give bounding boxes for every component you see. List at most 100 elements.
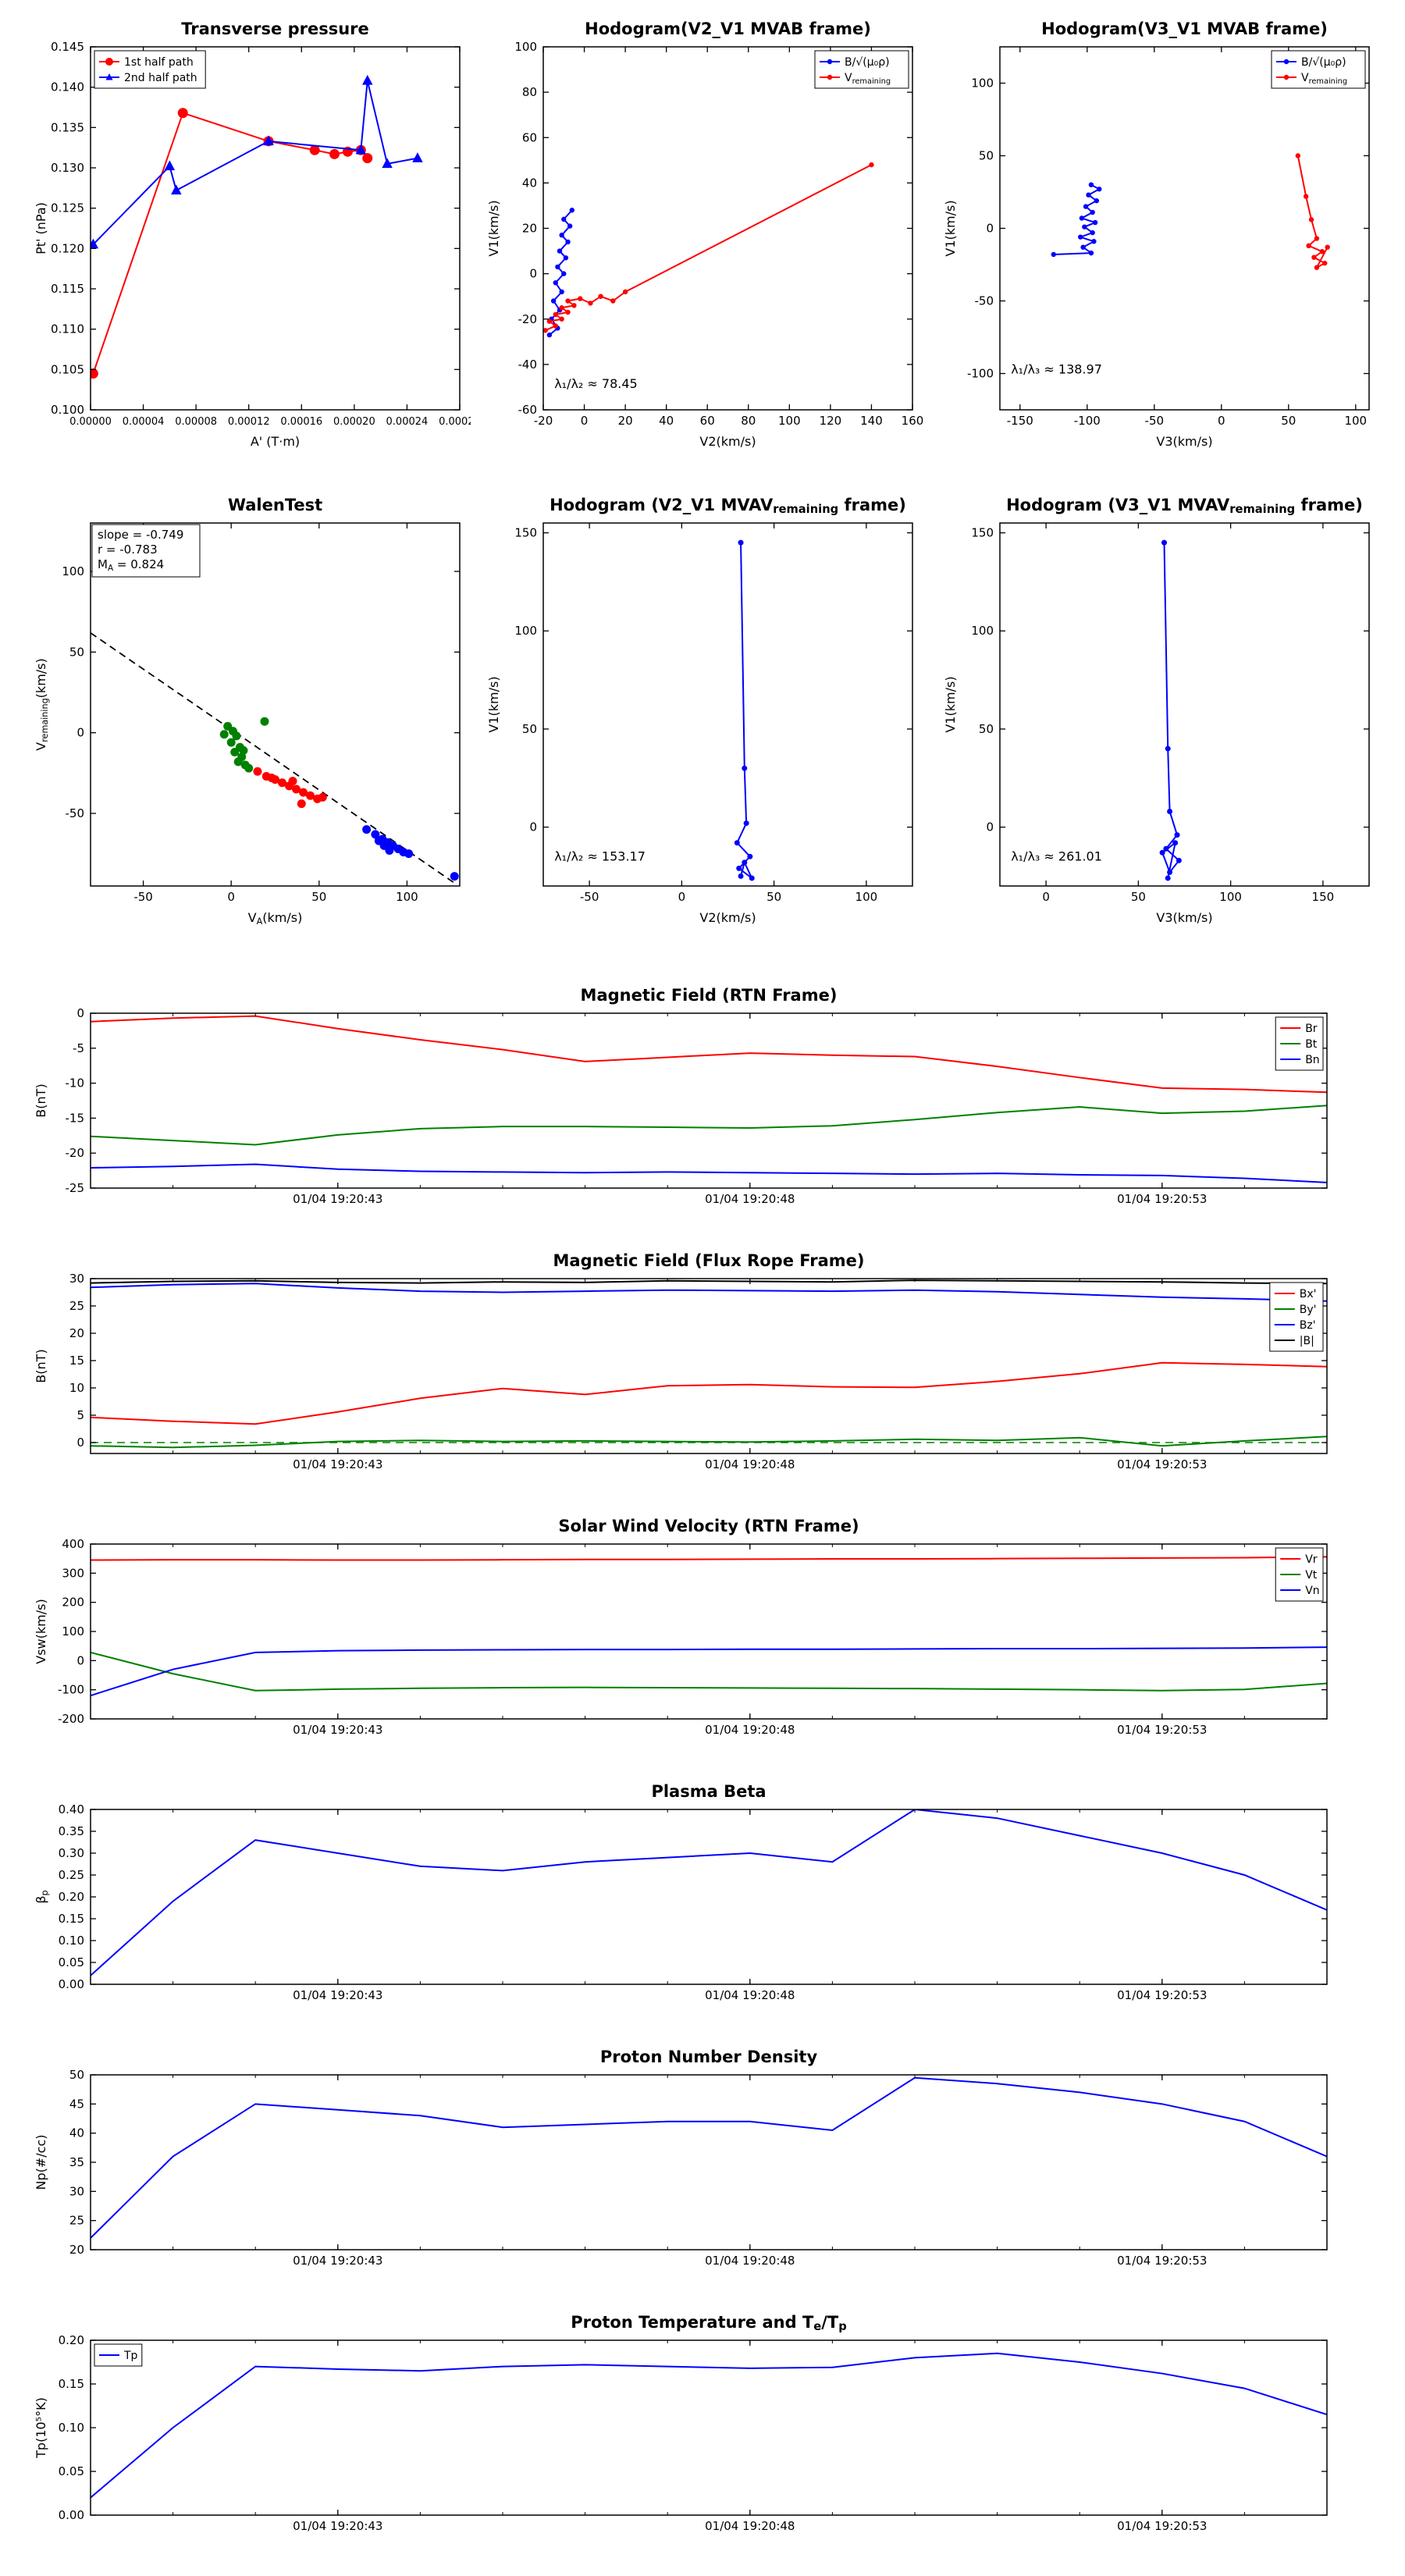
marker: [736, 865, 742, 871]
y-tick-label: 15: [69, 1354, 84, 1368]
y-tick-label: 30: [69, 2184, 84, 2198]
x-tick-label: 100: [1344, 414, 1367, 428]
marker: [1083, 204, 1089, 209]
chart-title: Magnetic Field (RTN Frame): [581, 986, 838, 1005]
x-tick-label: 50: [311, 890, 326, 904]
x-tick-label: 40: [659, 414, 674, 428]
annotation: λ₁/λ₃ ≈ 138.97: [1011, 362, 1102, 377]
y-tick-label: 150: [971, 526, 994, 540]
marker: [1091, 239, 1097, 244]
x-tick-label: 140: [860, 414, 883, 428]
marker: [749, 875, 755, 881]
series-V_{remaining}: [1297, 155, 1329, 270]
marker: [1086, 192, 1091, 197]
plot-area: [91, 1556, 1327, 1697]
marker: [1319, 249, 1325, 254]
stats-box: [91, 524, 201, 578]
y-tick-label: 50: [522, 722, 537, 736]
hodogram_v3v1_mvab-svg: -150 -100 -50 0 50 100 -100 -50 0 50 100 Hodogram(V…: [943, 20, 1370, 449]
axes-frame: [90, 1012, 1328, 1189]
marker: [559, 305, 564, 311]
marker: [404, 849, 414, 859]
y-axis-label: V1(km/s): [486, 200, 501, 256]
marker: [743, 820, 749, 827]
y-tick-label: 50: [979, 149, 994, 163]
marker: [1094, 197, 1100, 204]
marker: [742, 859, 748, 866]
solar-wind-velocity-chart: 01/04 19:20:43 01/04 19:20:48 01/04 19:20:…: [17, 1508, 1338, 1752]
marker: [1306, 243, 1311, 249]
marker: [362, 153, 373, 164]
x-tick-label: 50: [767, 890, 781, 904]
y-tick-label: 0: [986, 820, 994, 834]
axes-frame: [90, 522, 461, 887]
marker: [553, 311, 558, 318]
y-tick-label: 80: [522, 85, 537, 99]
magnetic-field-rtn-chart: 01/04 19:20:43 01/04 19:20:48 01/04 19:20:…: [17, 977, 1338, 1221]
x-tick-label: -50: [1145, 414, 1165, 428]
legend-label: B/√(μ₀ρ): [845, 56, 890, 69]
series-Bt: [91, 1105, 1327, 1146]
marker: [253, 767, 262, 776]
axes-frame: [90, 1278, 1328, 1454]
marker: [263, 135, 274, 146]
transverse-pressure-chart: 0.00000 0.00004 0.00008 0.00012 0.00016 0.000…: [22, 9, 481, 458]
y-tick-label: 50: [979, 722, 994, 736]
y-tick-label: 300: [62, 1566, 84, 1580]
mag_rtn-svg: 01/04 19:20:43 01/04 19:20:48 01/04 19:20:…: [34, 986, 1328, 1206]
y-tick-label: 0.140: [51, 80, 84, 94]
x-tick-label: 100: [396, 890, 418, 904]
series-V_{remaining}: [545, 164, 872, 332]
marker: [232, 731, 241, 741]
marker: [1283, 74, 1289, 80]
marker: [379, 841, 389, 850]
y-tick-label: 200: [62, 1596, 84, 1610]
x-tick-label: 0.00000: [69, 416, 112, 428]
y-axis-label: Vsw(km/s): [34, 1599, 48, 1663]
y-tick-label: -200: [58, 1712, 84, 1726]
marker: [567, 223, 573, 229]
y-axis-label: B(nT): [34, 1349, 48, 1382]
marker: [610, 298, 616, 304]
marker: [239, 745, 248, 755]
marker: [553, 323, 558, 329]
marker: [827, 59, 833, 65]
x-tick-label: 100: [778, 414, 801, 428]
y-tick-label: 0.15: [59, 1912, 84, 1926]
plot-area: [543, 162, 874, 338]
legend-label: B/√(μ₀ρ): [1301, 56, 1346, 69]
transverse_pressure-svg: 0.00000 0.00004 0.00008 0.00012 0.00016 0.000…: [34, 20, 481, 449]
y-tick-label: 0.100: [51, 403, 84, 417]
x-tick-label: 0: [581, 414, 589, 428]
chart-title: WalenTest: [228, 496, 322, 514]
annotation: λ₁/λ₂ ≈ 78.45: [554, 376, 638, 391]
y-tick-label: 100: [971, 76, 994, 91]
y-tick-label: 0.125: [51, 201, 84, 215]
marker: [309, 144, 320, 155]
series-B/√(μ₀ρ): [549, 209, 573, 336]
y-tick-label: -20: [66, 1146, 85, 1160]
y-tick-label: 30: [69, 1272, 84, 1286]
y-tick-label: -10: [66, 1076, 85, 1091]
axes-frame: [90, 1809, 1328, 1985]
marker: [1295, 153, 1301, 158]
marker: [230, 747, 240, 756]
x-tick-label: 01/04 19:20:53: [1117, 1988, 1207, 2002]
x-tick-label: 100: [855, 890, 878, 904]
legend-label: Br: [1305, 1023, 1318, 1035]
marker: [362, 825, 372, 834]
marker: [1082, 224, 1087, 229]
chart-title: Hodogram (V3_V1 MVAVremaining frame): [1006, 496, 1363, 516]
x-tick-label: 01/04 19:20:53: [1117, 1457, 1207, 1471]
x-tick-label: 01/04 19:20:43: [293, 2254, 382, 2268]
y-tick-label: 0: [986, 222, 994, 236]
series-Vn: [91, 1646, 1327, 1697]
x-tick-label: 0.00012: [228, 416, 270, 428]
y-tick-label: 0.135: [51, 120, 84, 134]
marker: [1090, 229, 1095, 236]
proton-temperature-chart: 01/04 19:20:43 01/04 19:20:48 01/04 19:20:…: [17, 2304, 1338, 2548]
marker: [565, 298, 571, 304]
legend-label: Vremaining: [1301, 72, 1347, 86]
annotation: λ₁/λ₂ ≈ 153.17: [554, 849, 646, 863]
mag_fluxrope-svg: 01/04 19:20:43 01/04 19:20:48 01/04 19:20:…: [34, 1251, 1328, 1471]
